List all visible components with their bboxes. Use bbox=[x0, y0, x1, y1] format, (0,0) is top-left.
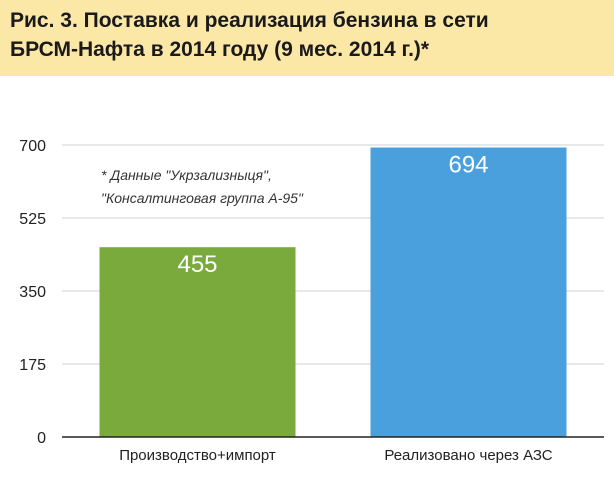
source-note-line-2: "Консалтинговая группа А-95" bbox=[101, 190, 304, 206]
data-labels: 455 694 bbox=[177, 152, 488, 279]
y-tick-label: 175 bbox=[19, 357, 46, 374]
y-tick-label: 700 bbox=[19, 138, 46, 155]
x-category-label: Реализовано через АЗС bbox=[384, 447, 552, 464]
x-category-label: Производство+импорт bbox=[119, 447, 276, 464]
bar-value-label: 455 bbox=[177, 251, 217, 278]
y-tick-label: 350 bbox=[19, 284, 46, 301]
y-tick-label: 0 bbox=[37, 430, 46, 447]
y-tick-label: 525 bbox=[19, 211, 46, 228]
bar bbox=[370, 147, 567, 437]
bar bbox=[99, 247, 296, 437]
x-axis-categories: Производство+импорт Реализовано через АЗС bbox=[119, 447, 553, 464]
source-note-line-1: * Данные "Укрзализныця", bbox=[101, 167, 272, 183]
chart-title-line-2: БРСМ-Нафта в 2014 году (9 мес. 2014 г.)* bbox=[10, 38, 430, 61]
chart-title-line-1: Рис. 3. Поставка и реализация бензина в … bbox=[10, 9, 489, 32]
bars bbox=[99, 147, 567, 437]
bar-value-label: 694 bbox=[448, 152, 488, 179]
title-band: Рис. 3. Поставка и реализация бензина в … bbox=[0, 0, 614, 76]
y-axis-ticks: 0 175 350 525 700 bbox=[19, 138, 46, 447]
